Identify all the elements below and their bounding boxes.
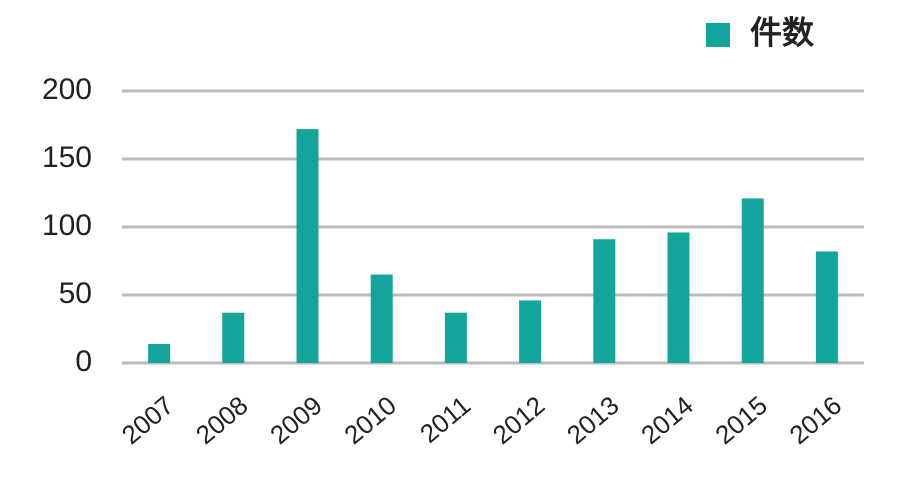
x-tick-label: 2008 (190, 390, 254, 450)
bar (222, 312, 245, 363)
bar (593, 239, 616, 363)
x-tick-label: 2016 (784, 390, 848, 450)
bar (370, 274, 393, 363)
x-tick-label: 2013 (561, 390, 625, 450)
x-tick-label: 2014 (635, 390, 699, 450)
legend-swatch (706, 23, 730, 47)
x-tick-label: 2009 (264, 390, 328, 450)
y-tick-label: 150 (42, 141, 92, 174)
bar (296, 129, 319, 363)
bar (444, 312, 467, 363)
x-tick-label: 2010 (338, 390, 402, 450)
bar (667, 232, 690, 363)
y-tick-label: 200 (42, 73, 92, 106)
bar (519, 300, 542, 363)
y-tick-label: 50 (59, 277, 92, 310)
x-tick-label: 2007 (116, 390, 180, 450)
y-tick-label: 0 (75, 345, 92, 378)
bar (148, 343, 171, 363)
x-tick-label: 2015 (709, 390, 773, 450)
y-tick-label: 100 (42, 209, 92, 242)
bar (741, 198, 764, 363)
legend-label: 件数 (750, 14, 815, 50)
x-tick-label: 2011 (414, 390, 476, 449)
bar (815, 251, 838, 363)
x-tick-label: 2012 (487, 390, 551, 450)
